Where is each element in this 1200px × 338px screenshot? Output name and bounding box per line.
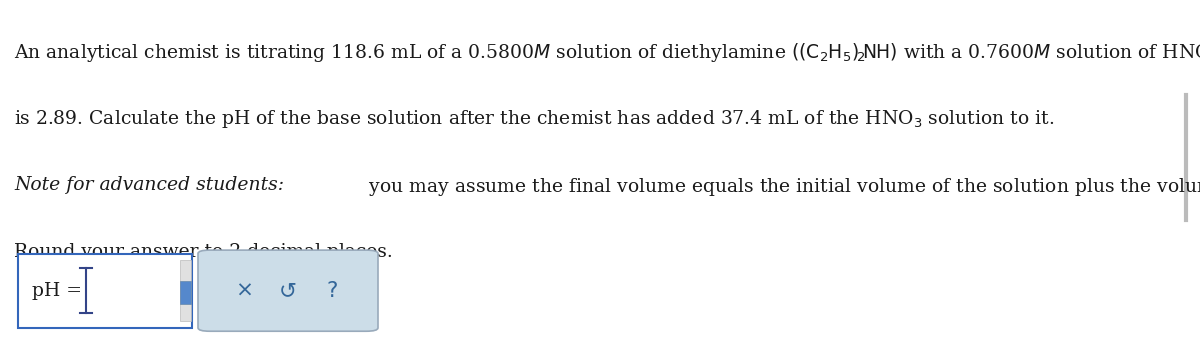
FancyBboxPatch shape (180, 260, 191, 321)
Text: pH =: pH = (32, 282, 89, 300)
Text: ?: ? (326, 281, 337, 301)
Text: Note for advanced students:: Note for advanced students: (14, 176, 284, 194)
Text: An analytical chemist is titrating 118.6 mL of a 0.5800$M$ solution of diethylam: An analytical chemist is titrating 118.6… (14, 41, 1200, 64)
Text: you may assume the final volume equals the initial volume of the solution plus t: you may assume the final volume equals t… (362, 176, 1200, 198)
Text: is 2.89. Calculate the pH of the base solution after the chemist has added 37.4 : is 2.89. Calculate the pH of the base so… (14, 108, 1055, 130)
FancyBboxPatch shape (18, 254, 192, 328)
Text: ↺: ↺ (278, 281, 298, 301)
Text: ×: × (235, 281, 253, 301)
FancyBboxPatch shape (198, 250, 378, 331)
FancyBboxPatch shape (180, 281, 191, 304)
Text: Round your answer to 2 decimal places.: Round your answer to 2 decimal places. (14, 243, 394, 261)
